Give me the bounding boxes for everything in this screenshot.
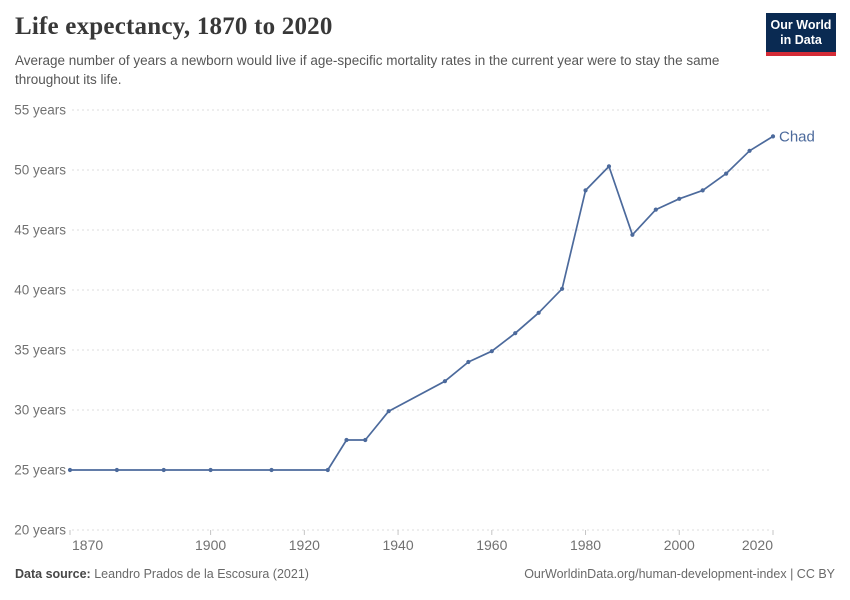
y-axis-tick-label: 50 years (14, 163, 66, 178)
data-point[interactable] (67, 467, 73, 473)
data-point[interactable] (208, 467, 213, 473)
y-axis-tick-label: 25 years (14, 463, 66, 478)
data-point[interactable] (489, 349, 494, 354)
chart-subtitle: Average number of years a newborn would … (15, 53, 720, 87)
line-chart-canvas: 20 years 25 years 30 years 35 years 40 years… (14, 103, 815, 554)
series-label[interactable]: Chad (779, 128, 815, 145)
license-label: CC BY (796, 567, 835, 581)
footer-credit: OurWorldinData.org/human-development-ind… (524, 567, 835, 581)
y-axis-tick-label: 40 years (14, 283, 66, 298)
owid-url-link[interactable]: OurWorldinData.org/human-development-ind… (524, 567, 787, 581)
data-point[interactable] (344, 437, 349, 443)
owid-logo[interactable]: Our World in Data (766, 13, 836, 56)
data-point[interactable] (606, 164, 612, 169)
data-point[interactable] (630, 232, 635, 237)
data-point[interactable] (583, 188, 588, 193)
data-point[interactable] (114, 467, 119, 473)
x-axis-tick-label: 2020 (742, 537, 773, 553)
page-title: Life expectancy, 1870 to 2020 (15, 13, 333, 40)
data-point[interactable] (536, 310, 541, 315)
data-point[interactable] (677, 196, 682, 201)
data-line (69, 135, 774, 471)
data-point[interactable] (747, 148, 752, 153)
footer-separator: | (786, 567, 797, 581)
x-axis-tick-label: 1870 (72, 537, 103, 553)
data-source: Data source: Leandro Prados de la Escosu… (15, 567, 309, 581)
y-axis-tick-label: 20 years (14, 523, 66, 538)
data-point[interactable] (269, 467, 274, 473)
data-source-label: Data source: (15, 567, 91, 581)
data-point[interactable] (770, 134, 776, 139)
y-axis-tick-label: 45 years (14, 223, 66, 238)
chart-footer: Data source: Leandro Prados de la Escosu… (15, 567, 835, 581)
y-axis-tick-label: 35 years (14, 343, 66, 358)
x-axis-tick-label: 1940 (382, 537, 413, 553)
data-source-value: Leandro Prados de la Escosura (2021) (94, 567, 309, 581)
x-axis-tick-label: 1920 (289, 537, 320, 553)
data-point[interactable] (442, 379, 448, 384)
data-point[interactable] (653, 207, 658, 212)
data-point[interactable] (363, 437, 368, 443)
data-point[interactable] (325, 467, 330, 473)
data-point[interactable] (161, 467, 166, 473)
x-axis-tick-label: 1900 (195, 537, 226, 553)
x-axis-tick-label: 1960 (476, 537, 507, 553)
y-axis-tick-label: 55 years (14, 103, 66, 118)
x-axis-tick-label: 1980 (570, 537, 601, 553)
data-point[interactable] (724, 171, 729, 176)
data-point[interactable] (560, 286, 565, 291)
owid-logo-line1: Our World (770, 18, 832, 32)
data-point[interactable] (466, 359, 471, 365)
x-axis-tick-label: 2000 (664, 537, 695, 553)
data-point[interactable] (386, 409, 391, 414)
data-point[interactable] (513, 331, 518, 336)
owid-logo-line2: in Data (780, 33, 822, 47)
data-point[interactable] (700, 188, 705, 193)
y-axis-tick-label: 30 years (14, 403, 66, 418)
